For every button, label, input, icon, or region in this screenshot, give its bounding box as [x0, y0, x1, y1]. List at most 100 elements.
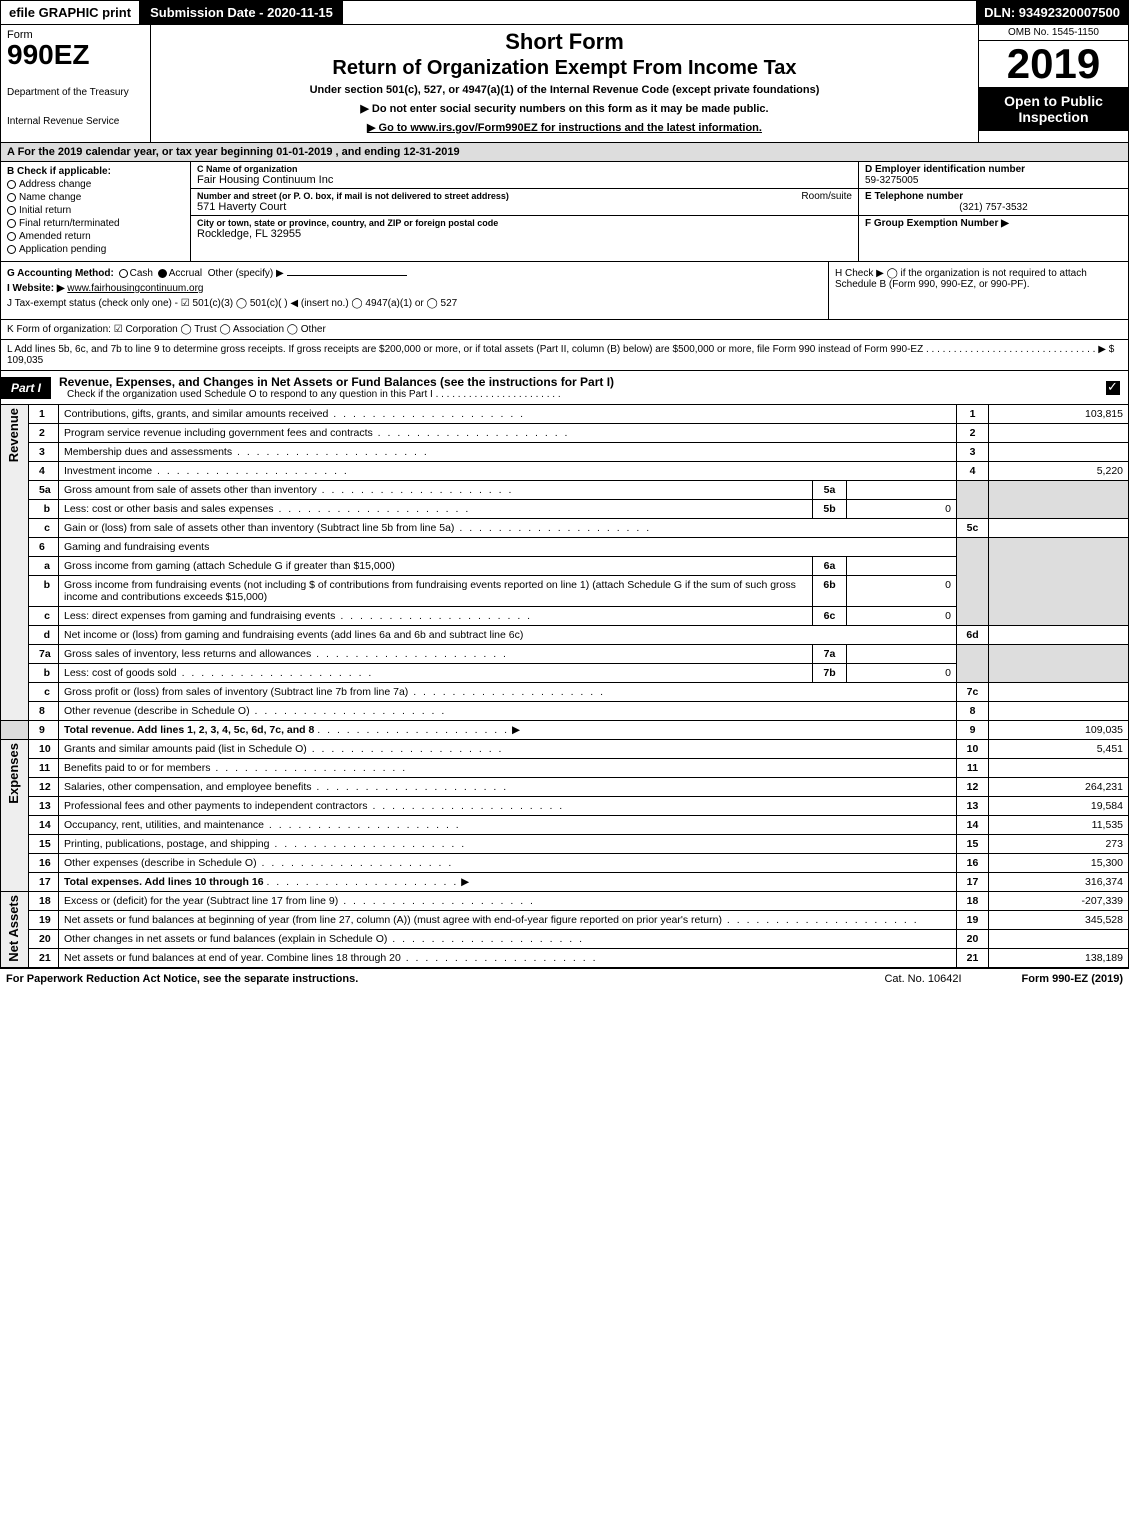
ln-2-num: 2: [29, 424, 59, 443]
ln-14-num: 14: [29, 816, 59, 835]
ein-block: D Employer identification number 59-3275…: [859, 162, 1128, 189]
ln-10-col: 10: [957, 740, 989, 759]
opt-name: Name change: [19, 192, 81, 203]
goto-link[interactable]: ▶ Go to www.irs.gov/Form990EZ for instru…: [367, 122, 762, 134]
ln-12-desc: Salaries, other compensation, and employ…: [59, 778, 957, 797]
street-label: Number and street (or P. O. box, if mail…: [197, 191, 852, 201]
ln-8-desc: Other revenue (describe in Schedule O): [59, 702, 957, 721]
badge-line2: Inspection: [1018, 109, 1088, 125]
ln-17-desc-text: Total expenses. Add lines 10 through 16: [64, 876, 264, 888]
ln-4-col: 4: [957, 462, 989, 481]
ln-2-col: 2: [957, 424, 989, 443]
row-k: K Form of organization: ☑ Corporation ◯ …: [0, 320, 1129, 340]
ln-6b-desc: Gross income from fundraising events (no…: [59, 576, 813, 607]
ln-7b-num: b: [29, 664, 59, 683]
netassets-side-label: Net Assets: [1, 892, 29, 968]
efile-label[interactable]: efile GRAPHIC print: [1, 1, 140, 24]
chk-address-change[interactable]: Address change: [7, 179, 184, 190]
website-label: I Website: ▶: [7, 283, 65, 294]
cash-label: Cash: [130, 268, 153, 279]
table-row: 12 Salaries, other compensation, and emp…: [1, 778, 1129, 797]
ln-19-desc: Net assets or fund balances at beginning…: [59, 911, 957, 930]
ln-3-col: 3: [957, 443, 989, 462]
ln-5a-mini: 5a: [813, 481, 847, 500]
table-row: 5a Gross amount from sale of assets othe…: [1, 481, 1129, 500]
table-row: 16 Other expenses (describe in Schedule …: [1, 854, 1129, 873]
box-def: D Employer identification number 59-3275…: [858, 162, 1128, 261]
ln-5c-desc: Gain or (loss) from sale of assets other…: [59, 519, 957, 538]
opt-pending: Application pending: [19, 244, 106, 255]
lines-table: Revenue 1 Contributions, gifts, grants, …: [0, 405, 1129, 968]
ln-8-col: 8: [957, 702, 989, 721]
cash-radio[interactable]: [119, 269, 128, 278]
ln-9-amt: 109,035: [989, 721, 1129, 740]
ln-7c-desc: Gross profit or (loss) from sales of inv…: [59, 683, 957, 702]
table-row: c Gain or (loss) from sale of assets oth…: [1, 519, 1129, 538]
ln-17-desc: Total expenses. Add lines 10 through 16 …: [59, 873, 957, 892]
header-warning: ▶ Do not enter social security numbers o…: [159, 102, 970, 115]
chk-pending[interactable]: Application pending: [7, 244, 184, 255]
header-right: OMB No. 1545-1150 2019 Open to Public In…: [978, 25, 1128, 142]
ln-15-amt: 273: [989, 835, 1129, 854]
table-row: c Gross profit or (loss) from sales of i…: [1, 683, 1129, 702]
ln-1-col: 1: [957, 405, 989, 424]
netassets-label: Net Assets: [6, 895, 21, 962]
ln-6a-num: a: [29, 557, 59, 576]
website-link[interactable]: www.fairhousingcontinuum.org: [67, 283, 203, 294]
ln-18-col: 18: [957, 892, 989, 911]
ln-12-col: 12: [957, 778, 989, 797]
ln-6-shade-amt: [989, 538, 1129, 626]
schedule-o-checkbox[interactable]: [1106, 381, 1120, 395]
table-row: Revenue 1 Contributions, gifts, grants, …: [1, 405, 1129, 424]
ein-value: 59-3275005: [865, 175, 1122, 186]
ln-9-col: 9: [957, 721, 989, 740]
ln-19-col: 19: [957, 911, 989, 930]
chk-final-return[interactable]: Final return/terminated: [7, 218, 184, 229]
ln-15-desc: Printing, publications, postage, and shi…: [59, 835, 957, 854]
ln-8-num: 8: [29, 702, 59, 721]
table-row: 8 Other revenue (describe in Schedule O)…: [1, 702, 1129, 721]
table-row: 6 Gaming and fundraising events: [1, 538, 1129, 557]
table-row: d Net income or (loss) from gaming and f…: [1, 626, 1129, 645]
irs-label: Internal Revenue Service: [7, 116, 144, 127]
badge-line1: Open to Public: [1004, 93, 1103, 109]
ln-17-num: 17: [29, 873, 59, 892]
box-c: C Name of organization Fair Housing Cont…: [191, 162, 858, 261]
chk-initial-return[interactable]: Initial return: [7, 205, 184, 216]
street-value: 571 Haverty Court: [197, 201, 852, 213]
other-input[interactable]: [287, 275, 407, 276]
ln-8-amt: [989, 702, 1129, 721]
ln-4-desc: Investment income: [59, 462, 957, 481]
public-inspection-badge: Open to Public Inspection: [979, 87, 1128, 131]
row-i: I Website: ▶ www.fairhousingcontinuum.or…: [7, 283, 822, 294]
ln-6a-mval: [847, 557, 957, 576]
table-row: 20 Other changes in net assets or fund b…: [1, 930, 1129, 949]
part-i-title: Revenue, Expenses, and Changes in Net As…: [51, 371, 1106, 404]
box-b-title: B Check if applicable:: [7, 166, 184, 177]
ln-16-desc: Other expenses (describe in Schedule O): [59, 854, 957, 873]
expenses-label: Expenses: [6, 743, 21, 804]
header-goto[interactable]: ▶ Go to www.irs.gov/Form990EZ for instru…: [159, 121, 970, 134]
opt-initial: Initial return: [19, 205, 71, 216]
part-i-subtitle: Check if the organization used Schedule …: [59, 389, 1098, 400]
ln-6c-desc: Less: direct expenses from gaming and fu…: [59, 607, 813, 626]
table-row: 14 Occupancy, rent, utilities, and maint…: [1, 816, 1129, 835]
accrual-radio[interactable]: [158, 269, 167, 278]
ln-3-num: 3: [29, 443, 59, 462]
ln-6d-desc: Net income or (loss) from gaming and fun…: [59, 626, 957, 645]
ln-7a-num: 7a: [29, 645, 59, 664]
part-i-title-text: Revenue, Expenses, and Changes in Net As…: [59, 375, 614, 389]
header-center: Short Form Return of Organization Exempt…: [151, 25, 978, 142]
ln-10-num: 10: [29, 740, 59, 759]
chk-name-change[interactable]: Name change: [7, 192, 184, 203]
table-row: 3 Membership dues and assessments 3: [1, 443, 1129, 462]
chk-amended[interactable]: Amended return: [7, 231, 184, 242]
ln-7c-col: 7c: [957, 683, 989, 702]
title-long: Return of Organization Exempt From Incom…: [159, 57, 970, 80]
ln-11-num: 11: [29, 759, 59, 778]
footer-right: Form 990-EZ (2019): [1022, 973, 1123, 985]
ln-21-col: 21: [957, 949, 989, 968]
opt-final: Final return/terminated: [19, 218, 120, 229]
ln-6b-num: b: [29, 576, 59, 607]
ln-21-desc: Net assets or fund balances at end of ye…: [59, 949, 957, 968]
